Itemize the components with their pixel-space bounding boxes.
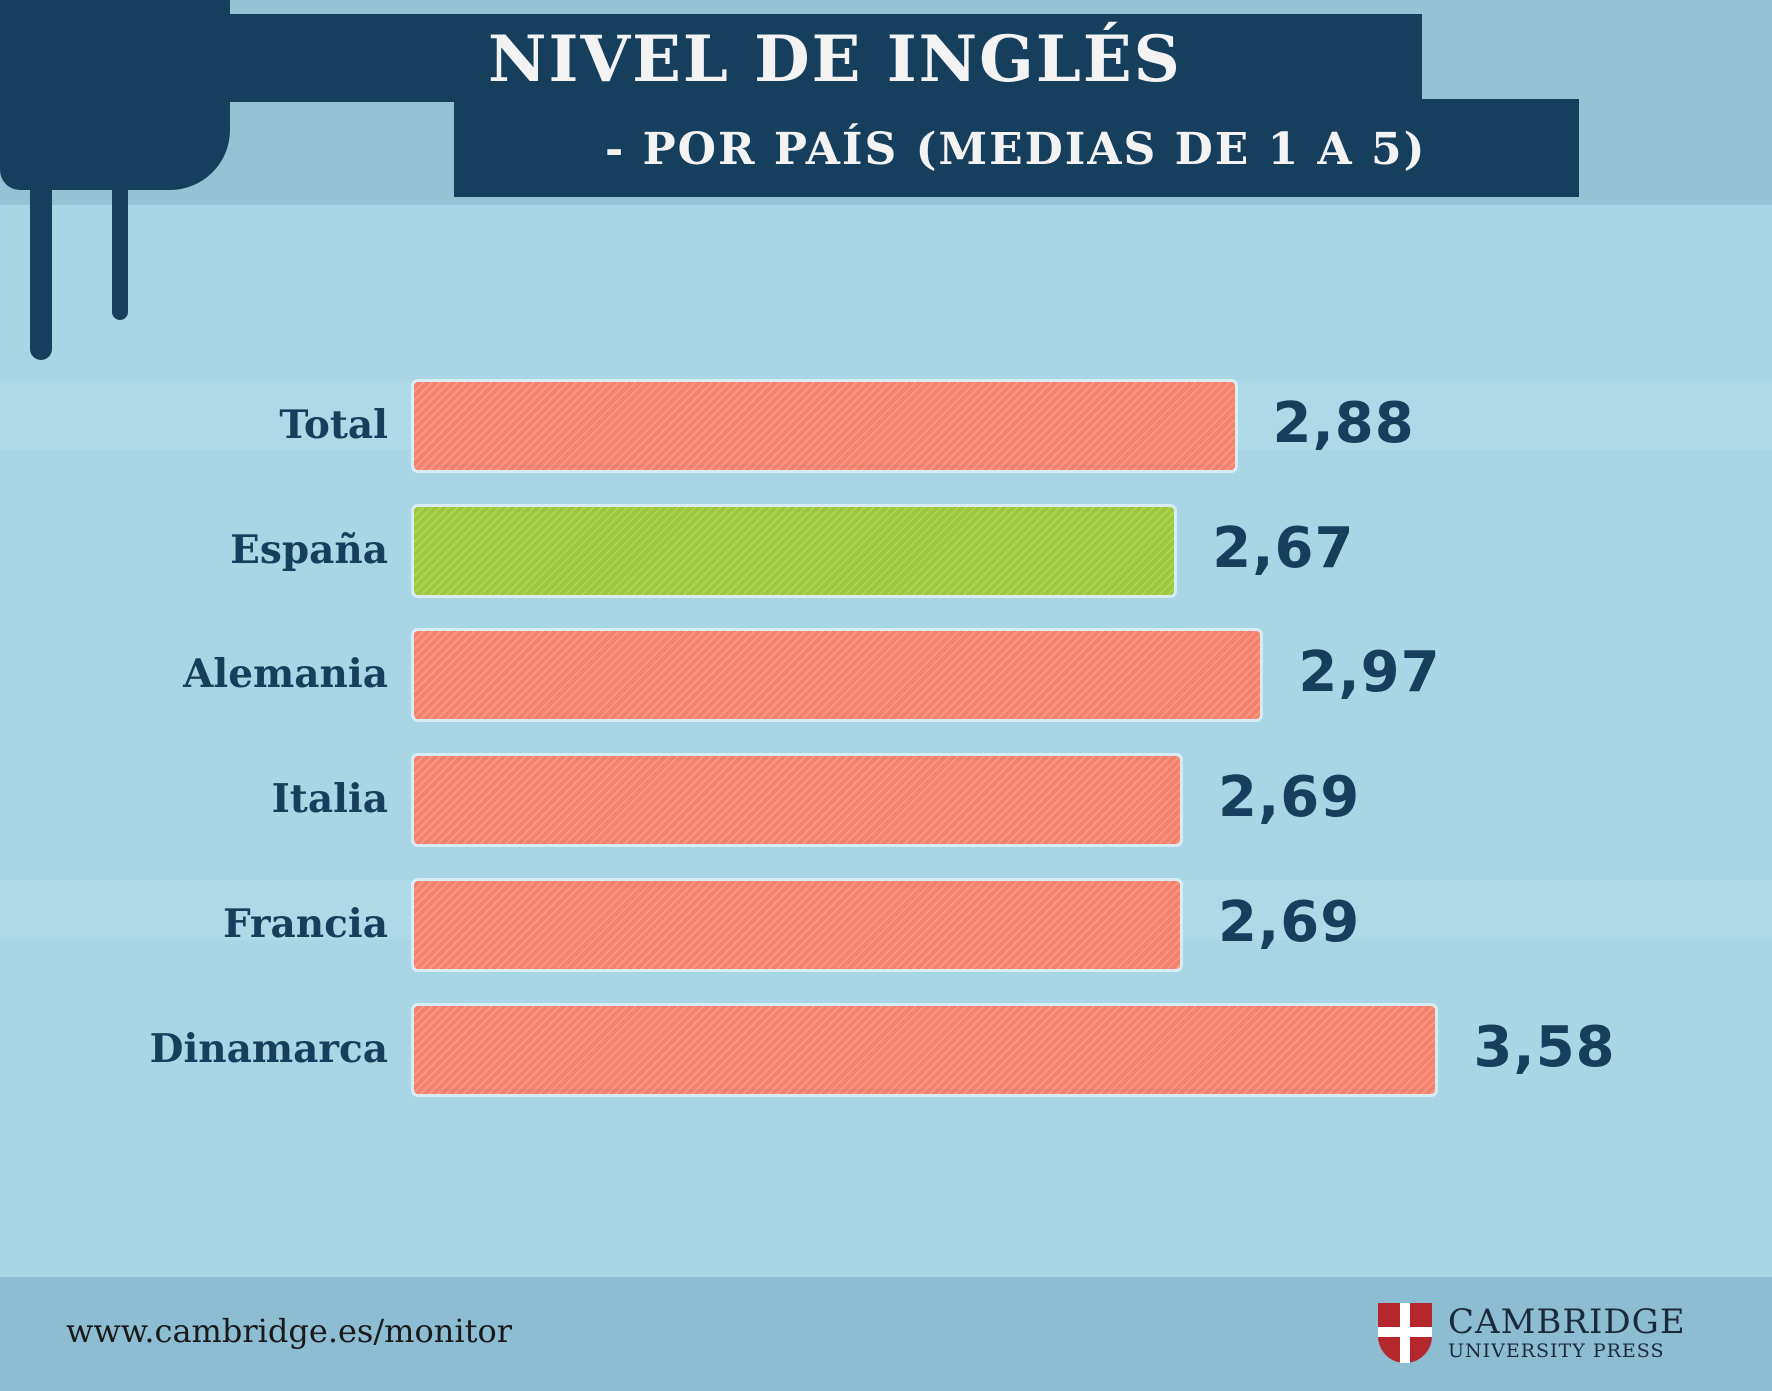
paint-drip xyxy=(30,150,52,360)
value-label: 3,58 xyxy=(1473,1014,1616,1080)
cambridge-logo: CAMBRIDGE UNIVERSITY PRESS xyxy=(1378,1303,1686,1363)
footer-url-link[interactable]: www.cambridge.es/monitor xyxy=(66,1312,512,1350)
category-label: Francia xyxy=(222,900,388,947)
category-label: Alemania xyxy=(183,651,388,698)
bar-4 xyxy=(414,880,1181,969)
category-label: España xyxy=(230,526,388,573)
category-label: Italia xyxy=(271,776,388,823)
title-band xyxy=(0,14,1422,102)
crest-icon xyxy=(1378,1303,1432,1363)
bar-0 xyxy=(414,382,1235,470)
bar-3 xyxy=(414,756,1181,845)
paint-drip xyxy=(112,150,128,320)
logo-line1: CAMBRIDGE xyxy=(1448,1302,1686,1342)
value-label: 2,69 xyxy=(1218,889,1361,955)
subtitle-band xyxy=(454,99,1579,197)
category-label: Total xyxy=(279,402,388,448)
chart-subtitle: - POR PAÍS (MEDIAS DE 1 A 5) xyxy=(605,124,1427,175)
bar-1 xyxy=(414,506,1175,595)
value-label: 2,88 xyxy=(1272,391,1415,456)
value-label: 2,67 xyxy=(1212,515,1355,581)
category-label: Dinamarca xyxy=(149,1025,388,1072)
bar-2 xyxy=(414,631,1261,720)
footer xyxy=(0,1277,1772,1391)
value-label: 2,97 xyxy=(1298,640,1441,706)
logo-line2: UNIVERSITY PRESS xyxy=(1448,1340,1665,1362)
chart-title: NIVEL DE INGLÉS xyxy=(488,22,1182,97)
value-label: 2,69 xyxy=(1218,765,1361,831)
bar-5 xyxy=(414,1005,1436,1094)
